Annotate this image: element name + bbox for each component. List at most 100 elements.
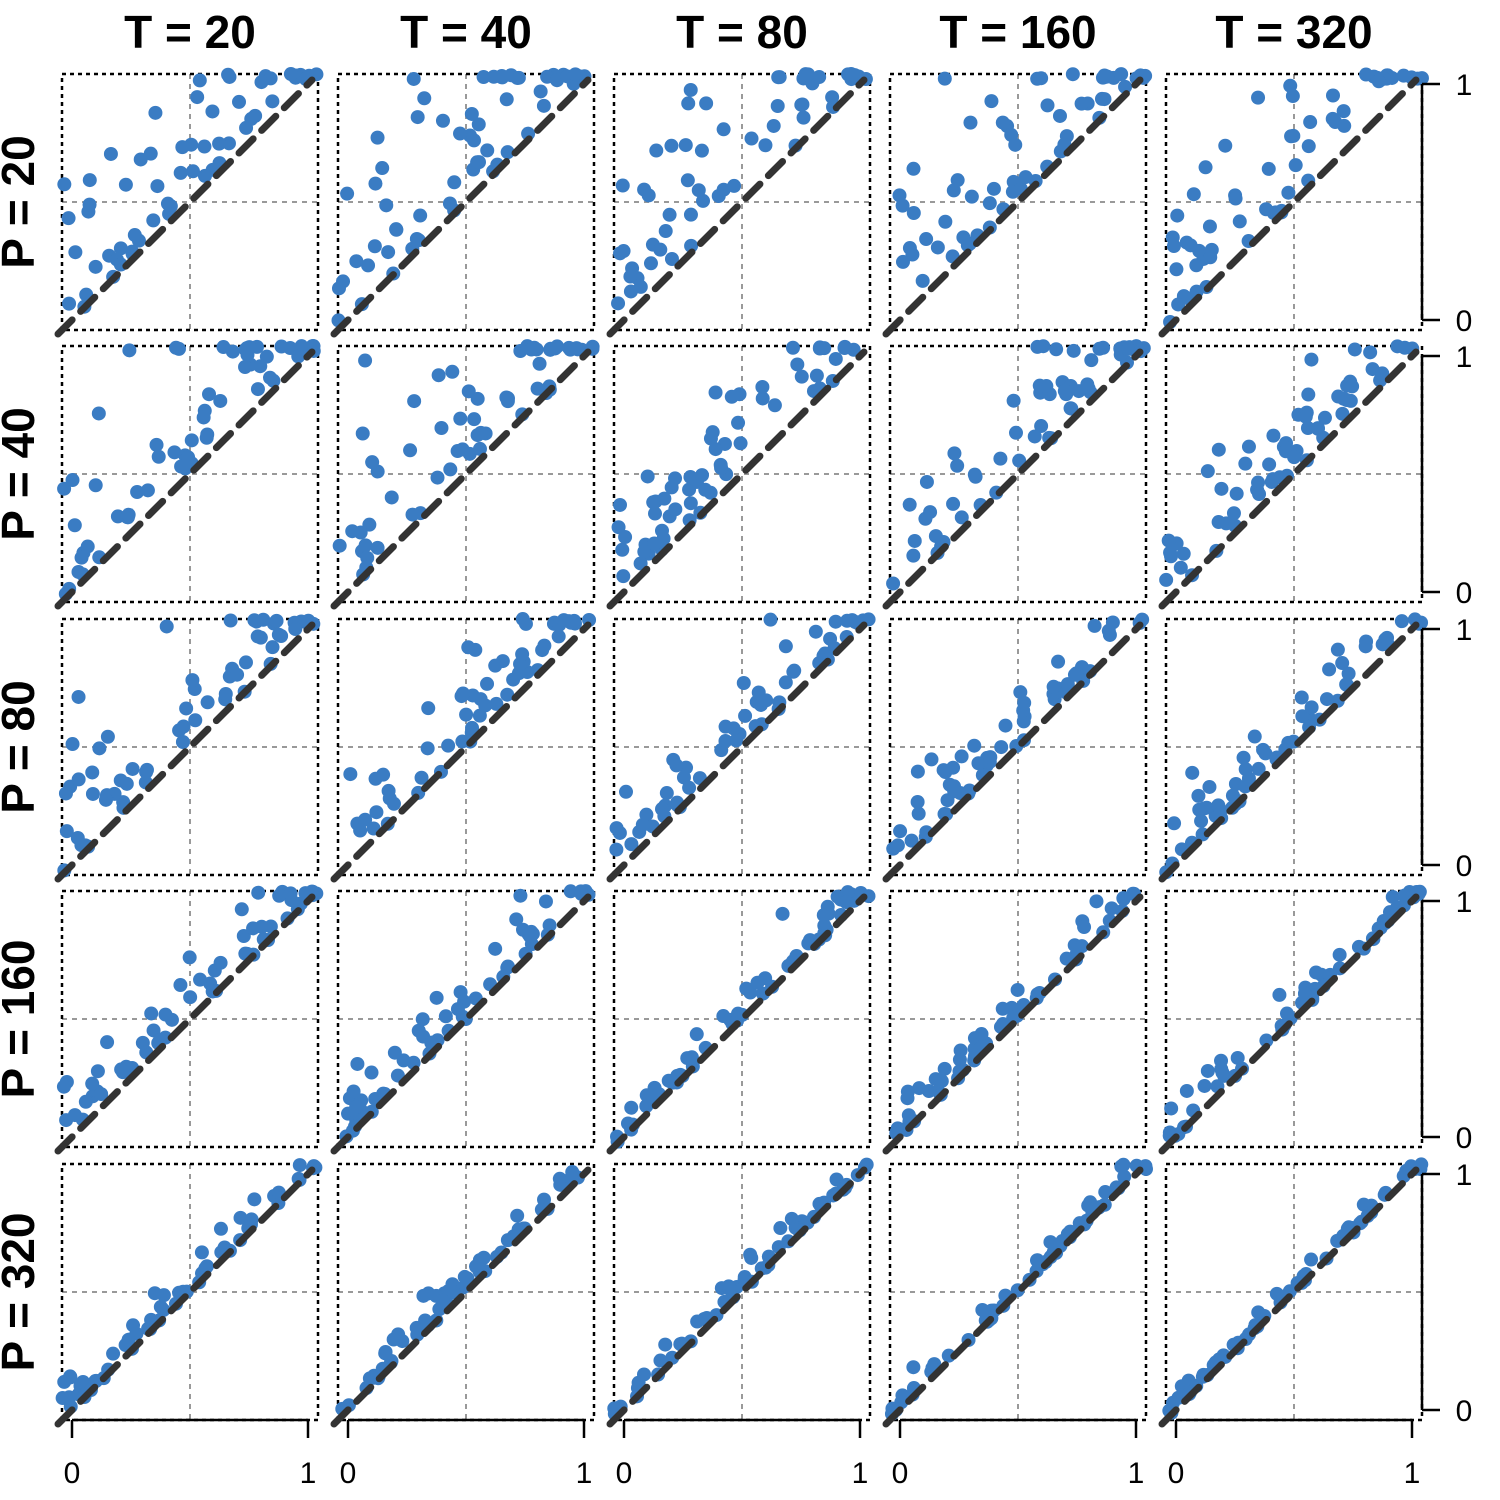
data-point [736,676,751,691]
data-point [184,433,199,448]
data-point [150,179,165,194]
data-point [682,780,697,795]
panel [1158,1157,1429,1428]
data-point [729,733,744,748]
data-point [175,734,190,749]
data-point [500,391,515,406]
data-point [775,906,790,921]
data-point [654,802,669,817]
data-point [1006,1010,1021,1025]
reference-line [330,76,592,338]
data-point [216,340,231,355]
data-point [1166,1395,1181,1410]
data-point [442,196,457,211]
data-point [1322,662,1337,677]
data-point [127,228,142,243]
data-point [947,446,962,461]
data-point [1317,410,1332,425]
data-point [1098,1185,1113,1200]
data-point [202,387,217,402]
data-point [1262,457,1277,472]
data-point [173,165,188,180]
data-point [173,978,188,993]
data-point [1341,666,1356,681]
data-point [1008,425,1023,440]
data-point [230,667,245,682]
data-point [731,415,746,430]
data-point [1092,341,1107,356]
x-tick-label: 1 [1404,1457,1421,1490]
reference-line [54,348,316,610]
data-point [106,1346,121,1361]
reference-line [882,1166,1144,1428]
data-point [668,471,683,486]
panel-frame [888,72,1148,332]
data-point [92,741,107,756]
data-point [1030,71,1045,86]
panels [54,67,1429,1428]
data-point [418,1313,433,1328]
data-point [657,491,672,506]
data-point [413,208,428,223]
data-point [56,1079,71,1094]
data-point [1330,642,1345,657]
data-point [611,520,626,535]
reference-line [1158,76,1420,338]
data-point [1010,982,1025,997]
data-point [1186,187,1201,202]
data-point [358,812,373,827]
data-point [1363,345,1378,360]
data-point [429,990,444,1005]
data-point [130,485,145,500]
data-point [353,823,368,838]
data-point [1347,342,1362,357]
data-point [387,1045,402,1060]
data-point [129,1326,144,1341]
data-point [218,686,233,701]
data-point [773,1221,788,1236]
data-point [236,928,251,943]
panel [606,612,876,883]
data-point [478,698,493,713]
data-point [476,70,491,85]
panel-frame [612,1162,872,1422]
data-point [1118,79,1133,94]
panel [606,339,872,610]
y-tick-label: 1 [1456,1159,1473,1192]
data-point [144,1006,159,1021]
data-point [1247,729,1262,744]
data-point [1167,816,1182,831]
panel [882,67,1153,338]
data-point [213,955,228,970]
data-point [213,393,228,408]
data-point [647,536,662,551]
data-point [1252,487,1267,502]
data-point [416,1288,431,1303]
data-point [1080,377,1095,392]
data-point [156,1303,171,1318]
data-point [683,207,698,222]
data-point [658,1337,673,1352]
data-point [179,701,194,716]
data-point [121,507,136,522]
data-point [1040,98,1055,113]
data-point [361,258,376,273]
data-point [88,478,103,493]
data-point [1309,965,1324,980]
data-point [465,720,480,735]
data-point [778,639,793,654]
data-point [758,138,773,153]
data-point [480,676,495,691]
data-point [825,90,840,105]
data-point [743,1247,758,1262]
data-point [1202,779,1217,794]
data-point [461,640,476,655]
data-point [1197,1078,1212,1093]
data-point [1203,250,1218,265]
data-point [283,886,298,901]
data-point [407,394,422,409]
data-point [683,496,698,511]
